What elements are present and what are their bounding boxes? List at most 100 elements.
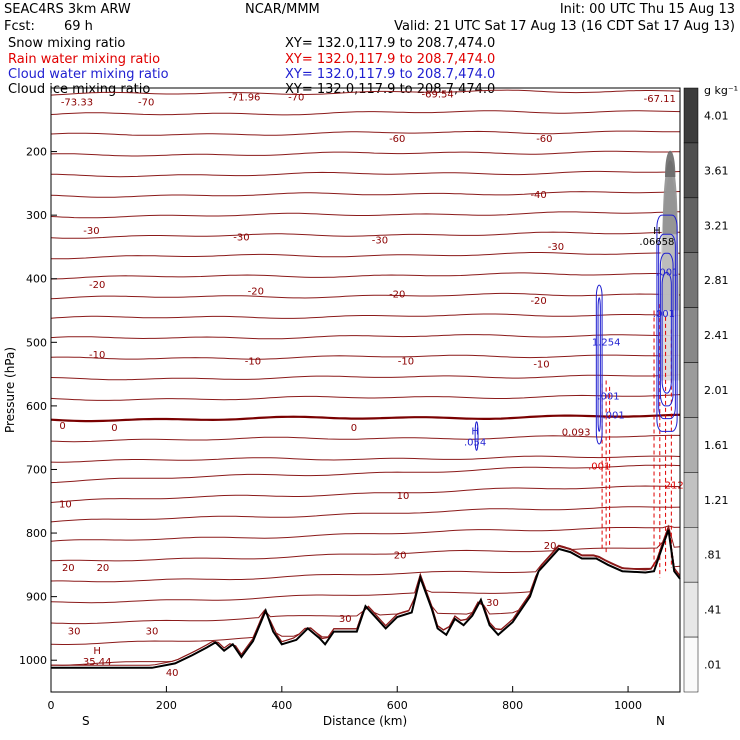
colorbar-bin bbox=[683, 197, 699, 253]
project-title: SEAC4RS 3km ARW bbox=[4, 2, 131, 17]
isotherm-line bbox=[50, 394, 681, 401]
contour-label: 40 bbox=[166, 668, 179, 679]
isotherm-line bbox=[50, 191, 681, 198]
isotherm-line bbox=[50, 110, 681, 116]
colorbar-unit: g kg⁻¹ bbox=[704, 84, 738, 97]
y-tick-label: 300 bbox=[26, 209, 47, 222]
plot-frame bbox=[50, 87, 681, 693]
x-tick-label: 400 bbox=[271, 699, 292, 712]
isotherm-line bbox=[50, 272, 681, 280]
cloud-value-label: 212 bbox=[665, 481, 684, 492]
colorbar-bin bbox=[683, 87, 699, 144]
cloud-value-label: .001 bbox=[588, 461, 610, 472]
colorbar-label: 2.41 bbox=[704, 329, 729, 342]
isotherm-line bbox=[50, 524, 681, 562]
isotherm-line bbox=[50, 455, 681, 463]
contour-label: -20 bbox=[389, 290, 405, 301]
colorbar-bin bbox=[683, 417, 699, 473]
north-label: N bbox=[656, 714, 665, 728]
isotherm-line bbox=[50, 313, 680, 319]
temperature-contours bbox=[50, 89, 681, 666]
field-cloud-water-xy: XY= 132.0,117.9 to 208.7,474.0 bbox=[285, 67, 495, 82]
maximum-marker: H bbox=[471, 427, 479, 438]
isotherm-line bbox=[51, 527, 681, 666]
isotherm-line bbox=[51, 170, 681, 178]
valid-time: Valid: 21 UTC Sat 17 Aug 13 (16 CDT Sat … bbox=[394, 19, 735, 34]
isotherm-line bbox=[50, 334, 681, 340]
isotherm-line bbox=[50, 374, 681, 381]
contour-label: -30 bbox=[372, 236, 388, 247]
contour-label: -20 bbox=[248, 286, 264, 297]
contour-label: -70 bbox=[138, 98, 154, 109]
contour-label: -20 bbox=[530, 296, 546, 307]
init-time: Init: 00 UTC Thu 15 Aug 13 bbox=[560, 2, 735, 17]
isotherm-line bbox=[50, 413, 681, 423]
contour-label: 30 bbox=[486, 598, 499, 609]
colorbar-bin bbox=[683, 142, 699, 199]
contour-label: 10 bbox=[59, 499, 72, 510]
field-rain-name: Rain water mixing ratio bbox=[8, 52, 160, 67]
field-snow-name: Snow mixing ratio bbox=[8, 36, 125, 51]
contour-label: -10 bbox=[398, 356, 414, 367]
maximum-value: .06658 bbox=[639, 237, 674, 248]
cloud-value-label: .001 bbox=[597, 392, 619, 403]
y-tick-label: 600 bbox=[26, 400, 47, 413]
isotherm-line bbox=[50, 485, 681, 503]
cloud-value-label: .001 bbox=[653, 309, 675, 320]
colorbar-label: 3.61 bbox=[704, 164, 729, 177]
isotherm-line bbox=[50, 464, 681, 484]
contour-label: -60 bbox=[389, 134, 405, 145]
contour-label: -69.54 bbox=[422, 89, 454, 100]
colorbar-label: .01 bbox=[704, 659, 722, 672]
cloud-water-contour bbox=[474, 421, 479, 451]
colorbar-label: 3.21 bbox=[704, 219, 729, 232]
contour-label: -20 bbox=[89, 280, 105, 291]
y-tick-label: 700 bbox=[26, 463, 47, 476]
colorbar-label: 1.61 bbox=[704, 439, 729, 452]
colorbar-bin bbox=[683, 636, 699, 693]
x-tick-label: 600 bbox=[387, 699, 408, 712]
snow-shading-band bbox=[664, 150, 676, 178]
contour-label: 0.093 bbox=[562, 428, 591, 439]
colorbar-bin bbox=[683, 527, 699, 583]
y-axis-label: Pressure (hPa) bbox=[3, 347, 17, 433]
y-tick-label: 1000 bbox=[19, 654, 47, 667]
y-tick-label: 800 bbox=[26, 527, 47, 540]
contour-label: -10 bbox=[533, 360, 549, 371]
x-tick-label: 200 bbox=[156, 699, 177, 712]
isotherm-line bbox=[50, 130, 681, 136]
terrain-line bbox=[51, 529, 681, 669]
contour-label: 0 bbox=[111, 423, 117, 434]
colorbar-label: 2.81 bbox=[704, 274, 729, 287]
cloud-water-contour bbox=[659, 252, 674, 407]
contour-label: 30 bbox=[68, 627, 81, 638]
contour-label: 20 bbox=[97, 563, 110, 574]
contour-label: -60 bbox=[536, 134, 552, 145]
cloud-water-contour bbox=[597, 297, 601, 432]
isotherm-line bbox=[50, 211, 681, 219]
maximum-value: 35.44 bbox=[83, 657, 112, 668]
isotherm-line bbox=[50, 434, 680, 443]
contour-label: 0 bbox=[59, 421, 65, 432]
contour-label: -30 bbox=[233, 232, 249, 243]
fcst-label: Fcst: bbox=[4, 19, 35, 34]
colorbar: 4.01 3.61 3.21 2.81 2.41 2.01 1.61 1.21 .81 .41 .0… bbox=[683, 87, 729, 693]
contour-label: -30 bbox=[83, 226, 99, 237]
colorbar-bin bbox=[683, 307, 699, 363]
fcst-value: 69 h bbox=[64, 19, 93, 34]
y-tick-label: 400 bbox=[26, 273, 47, 286]
contour-label: 20 bbox=[62, 563, 75, 574]
y-tick-label: 500 bbox=[26, 336, 47, 349]
contour-label: 10 bbox=[397, 491, 410, 502]
isotherm-line bbox=[50, 252, 681, 260]
colorbar-bin bbox=[683, 581, 699, 638]
colorbar-label: 1.21 bbox=[704, 494, 729, 507]
south-label: S bbox=[82, 714, 90, 728]
maximum-marker: H bbox=[653, 226, 661, 237]
isotherm-line bbox=[50, 292, 681, 300]
center-label: NCAR/MMM bbox=[245, 2, 320, 17]
contour-label: 0 bbox=[351, 423, 357, 434]
field-cloud-ice-name: Cloud ice mixing ratio bbox=[8, 82, 150, 97]
colorbar-bin bbox=[683, 362, 699, 418]
